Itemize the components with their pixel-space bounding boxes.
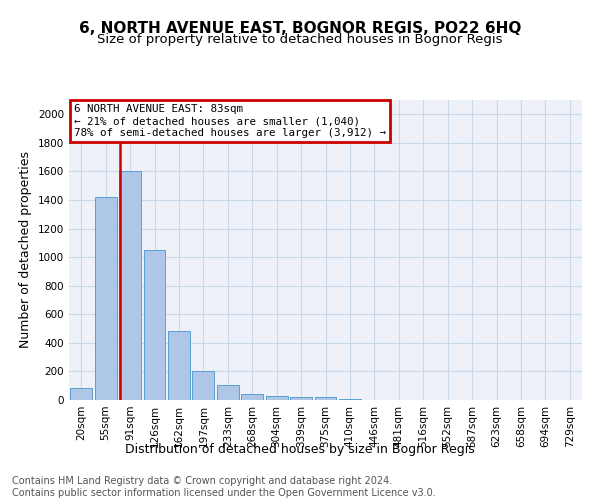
Text: 6 NORTH AVENUE EAST: 83sqm
← 21% of detached houses are smaller (1,040)
78% of s: 6 NORTH AVENUE EAST: 83sqm ← 21% of deta… [74, 104, 386, 138]
Bar [290, 397, 312, 400]
Bar [266, 396, 287, 400]
Text: Contains HM Land Registry data © Crown copyright and database right 2024.
Contai: Contains HM Land Registry data © Crown c… [12, 476, 436, 498]
Bar [217, 385, 239, 400]
Y-axis label: Number of detached properties: Number of detached properties [19, 152, 32, 348]
Bar [95, 197, 116, 400]
Text: 6, NORTH AVENUE EAST, BOGNOR REGIS, PO22 6HQ: 6, NORTH AVENUE EAST, BOGNOR REGIS, PO22… [79, 21, 521, 36]
Bar [168, 332, 190, 400]
Bar [70, 388, 92, 400]
Text: Distribution of detached houses by size in Bognor Regis: Distribution of detached houses by size … [125, 442, 475, 456]
Bar [119, 172, 141, 400]
Text: Size of property relative to detached houses in Bognor Regis: Size of property relative to detached ho… [97, 34, 503, 46]
Bar [241, 394, 263, 400]
Bar [314, 397, 337, 400]
Bar [143, 250, 166, 400]
Bar [193, 370, 214, 400]
